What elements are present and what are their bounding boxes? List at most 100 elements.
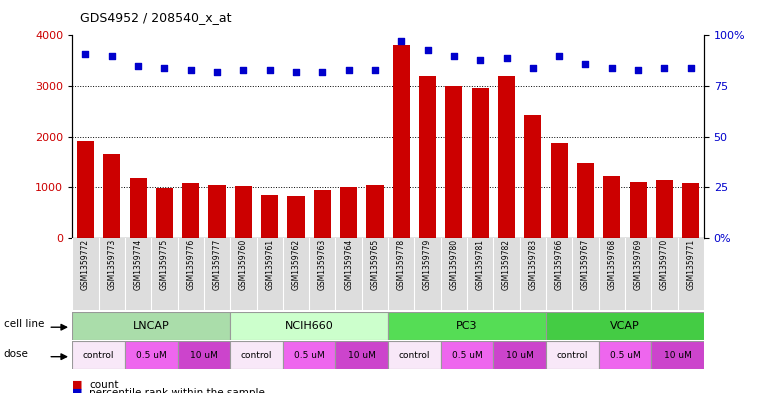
Text: ■: ■	[72, 380, 83, 390]
Point	[263, 67, 275, 73]
Text: NCIH660: NCIH660	[285, 321, 333, 331]
Point	[106, 52, 118, 59]
Text: count: count	[89, 380, 119, 390]
Point	[369, 67, 381, 73]
Bar	[209, 185, 225, 238]
Text: 10 uM: 10 uM	[190, 351, 218, 360]
Bar	[235, 186, 252, 238]
Bar	[546, 341, 599, 369]
Text: 0.5 uM: 0.5 uM	[294, 351, 324, 360]
Text: GSM1359774: GSM1359774	[134, 239, 142, 290]
Bar	[441, 341, 493, 369]
Bar	[472, 88, 489, 238]
Bar	[77, 141, 94, 238]
Bar	[493, 341, 546, 369]
Text: GSM1359783: GSM1359783	[528, 239, 537, 290]
Bar	[546, 312, 704, 340]
Point	[342, 67, 355, 73]
Point	[158, 64, 170, 71]
Bar	[156, 188, 173, 238]
Bar	[283, 341, 336, 369]
Point	[553, 52, 565, 59]
Bar	[656, 180, 673, 238]
Text: GSM1359781: GSM1359781	[476, 239, 485, 290]
Point	[606, 64, 618, 71]
Text: LNCAP: LNCAP	[133, 321, 170, 331]
Bar	[288, 196, 304, 238]
Point	[317, 69, 329, 75]
Text: GSM1359778: GSM1359778	[396, 239, 406, 290]
Text: GSM1359760: GSM1359760	[239, 239, 248, 290]
Text: GSM1359769: GSM1359769	[634, 239, 642, 290]
Text: GSM1359762: GSM1359762	[291, 239, 301, 290]
Bar	[498, 76, 515, 238]
Point	[527, 64, 539, 71]
Point	[447, 52, 460, 59]
Text: 10 uM: 10 uM	[664, 351, 692, 360]
Bar	[72, 341, 125, 369]
Text: dose: dose	[4, 349, 29, 359]
Bar	[72, 312, 231, 340]
Bar	[261, 195, 279, 238]
Text: GSM1359773: GSM1359773	[107, 239, 116, 290]
Text: control: control	[399, 351, 430, 360]
Bar	[314, 190, 331, 238]
Bar	[629, 182, 647, 238]
Bar	[419, 76, 436, 238]
Text: GSM1359767: GSM1359767	[581, 239, 590, 290]
Text: 0.5 uM: 0.5 uM	[452, 351, 482, 360]
Text: GSM1359771: GSM1359771	[686, 239, 696, 290]
Bar	[103, 154, 120, 238]
Bar	[340, 187, 357, 238]
Text: GSM1359782: GSM1359782	[502, 239, 511, 290]
Point	[79, 50, 91, 57]
Bar	[682, 183, 699, 238]
Point	[685, 64, 697, 71]
Point	[632, 67, 645, 73]
Bar	[551, 143, 568, 238]
Point	[132, 62, 144, 69]
Point	[501, 55, 513, 61]
Text: 10 uM: 10 uM	[506, 351, 533, 360]
Text: VCAP: VCAP	[610, 321, 640, 331]
Text: GSM1359763: GSM1359763	[318, 239, 326, 290]
Bar	[445, 86, 463, 238]
Text: 0.5 uM: 0.5 uM	[610, 351, 640, 360]
Text: control: control	[83, 351, 114, 360]
Text: GSM1359770: GSM1359770	[660, 239, 669, 290]
Text: GSM1359768: GSM1359768	[607, 239, 616, 290]
Point	[395, 38, 407, 44]
Text: 10 uM: 10 uM	[348, 351, 376, 360]
Point	[185, 67, 197, 73]
Bar	[177, 341, 230, 369]
Bar	[388, 312, 546, 340]
Point	[237, 67, 250, 73]
Bar	[393, 46, 410, 238]
Bar	[524, 115, 541, 238]
Text: cell line: cell line	[4, 320, 44, 329]
Text: percentile rank within the sample: percentile rank within the sample	[89, 388, 265, 393]
Text: 0.5 uM: 0.5 uM	[136, 351, 167, 360]
Bar	[577, 163, 594, 238]
Point	[579, 61, 591, 67]
Point	[211, 69, 223, 75]
Text: control: control	[556, 351, 588, 360]
Bar	[336, 341, 388, 369]
Point	[474, 57, 486, 63]
Text: GSM1359780: GSM1359780	[450, 239, 458, 290]
Bar	[599, 341, 651, 369]
Point	[290, 69, 302, 75]
Text: GSM1359776: GSM1359776	[186, 239, 196, 290]
Bar	[125, 341, 177, 369]
Point	[422, 46, 434, 53]
Point	[658, 64, 670, 71]
Text: GSM1359764: GSM1359764	[344, 239, 353, 290]
Text: GDS4952 / 208540_x_at: GDS4952 / 208540_x_at	[80, 11, 231, 24]
Text: GSM1359761: GSM1359761	[265, 239, 274, 290]
Text: GSM1359766: GSM1359766	[555, 239, 564, 290]
Text: GSM1359777: GSM1359777	[212, 239, 221, 290]
Text: GSM1359772: GSM1359772	[81, 239, 90, 290]
Bar	[231, 312, 388, 340]
Text: ■: ■	[72, 388, 83, 393]
Bar	[231, 341, 283, 369]
